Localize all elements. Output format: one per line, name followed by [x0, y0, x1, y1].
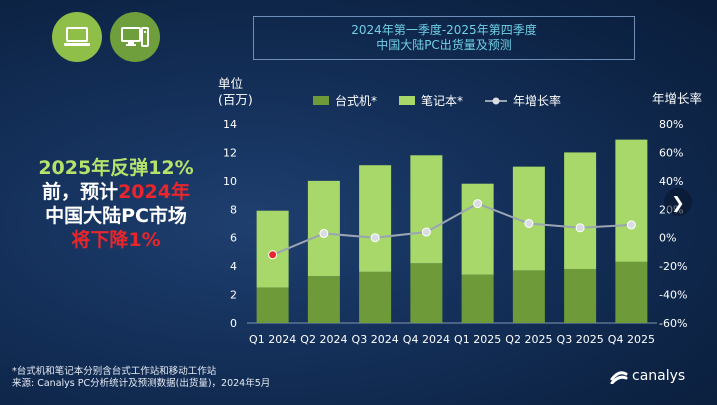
bar-notebook: [256, 210, 289, 288]
x-tick-label: Q2 2025: [505, 333, 552, 346]
footnote-line2: 来源: Canalys PC分析统计及预测数据(出货量)，2024年5月: [12, 378, 271, 389]
y2-tick-label: 0%: [659, 232, 676, 245]
callout-line2-prefix: 前，预计: [42, 181, 119, 203]
bar-notebook: [564, 152, 597, 269]
y-tick-label: 14: [223, 118, 237, 131]
legend-label-desktop: 台式机*: [335, 94, 378, 108]
y2-tick-label: -60%: [659, 317, 687, 330]
growth-point: [524, 219, 534, 228]
y-tick-label: 2: [230, 289, 237, 302]
y2-tick-label: 80%: [659, 118, 683, 131]
growth-line: [272, 202, 632, 256]
y2-tick-label: 40%: [659, 175, 683, 188]
footnote: *台式机和笔记本分别含台式工作站和移动工作站 来源: Canalys PC分析统…: [12, 366, 270, 390]
x-tick-label: Q3 2024: [352, 333, 399, 346]
bar-notebook: [359, 165, 392, 272]
unit-line2: (百万): [218, 92, 253, 107]
bar-notebook: [461, 183, 494, 275]
callout-line4: 将下降1%: [71, 229, 161, 251]
callout-line2-red: 2024年: [118, 181, 190, 203]
bar-desktop: [461, 274, 494, 323]
x-tick-label: Q4 2025: [608, 333, 655, 346]
legend-swatch-desktop: [313, 96, 329, 105]
legend-swatch-notebook: [399, 96, 416, 105]
growth-point: [626, 220, 636, 230]
legend-swatch-growth: [485, 97, 508, 104]
x-tick-label: Q1 2024: [249, 333, 296, 346]
y-tick-label: 6: [230, 232, 237, 245]
x-tick-label: Q3 2025: [557, 333, 604, 346]
growth-point-highlight: [268, 250, 278, 260]
desktop-icon: [110, 12, 160, 62]
x-tick-label: Q4 2024: [403, 333, 450, 346]
x-tick-label: Q2 2024: [300, 333, 347, 346]
y-tick-label: 12: [223, 146, 237, 159]
growth-point: [370, 233, 380, 243]
legend-item-growth: 年增长率: [485, 92, 561, 109]
legend-label-growth: 年增长率: [513, 94, 562, 108]
legend-label-notebook: 笔记本*: [421, 94, 464, 108]
chart-title-box: 2024年第一季度-2025年第四季度 中国大陆PC出货量及预测: [253, 16, 635, 60]
growth-point: [473, 199, 483, 209]
y-tick-label: 0: [230, 317, 237, 330]
y-axis-unit-label: 单位 (百万): [218, 76, 253, 108]
growth-point: [319, 228, 329, 238]
chart-title-line1: 2024年第一季度-2025年第四季度: [351, 23, 537, 37]
footnote-line1: *台式机和笔记本分别含台式工作站和移动工作站: [12, 366, 217, 377]
y2-tick-label: 60%: [659, 146, 683, 159]
canalys-logo-text: canalys: [632, 368, 686, 384]
y2-tick-label: -20%: [659, 260, 687, 273]
y-tick-label: 8: [230, 203, 237, 216]
unit-line1: 单位: [218, 76, 244, 91]
y-tick-label: 4: [230, 260, 237, 273]
headline-callout: 2025年反弹12% 前，预计2024年 中国大陆PC市场 将下降1%: [16, 156, 216, 252]
x-tick-label: Q1 2025: [454, 333, 501, 346]
right-axis-title: 年增长率: [652, 91, 703, 106]
chevron-right-icon: ❯: [671, 192, 685, 212]
next-slide-button[interactable]: ❯: [664, 188, 692, 216]
bar-desktop: [256, 287, 289, 323]
bar-desktop: [307, 276, 340, 323]
growth-point: [421, 227, 431, 237]
bar-desktop: [615, 261, 648, 323]
legend-item-notebook: 笔记本*: [399, 92, 463, 109]
chart-title-line2: 中国大陆PC出货量及预测: [376, 38, 512, 52]
laptop-icon: [52, 12, 102, 62]
callout-line3: 中国大陆PC市场: [45, 205, 187, 227]
bar-desktop: [564, 268, 597, 323]
callout-line2: 前，预计2024年: [16, 180, 216, 204]
bar-desktop: [359, 271, 392, 323]
bar-desktop: [512, 270, 545, 323]
callout-line1: 2025年反弹12%: [38, 157, 194, 179]
canalys-logo-icon: [610, 371, 628, 384]
bar-notebook: [307, 180, 340, 277]
bar-notebook: [410, 155, 443, 264]
bar-desktop: [410, 263, 443, 323]
y-tick-label: 10: [223, 175, 237, 188]
growth-point: [575, 223, 585, 233]
chart-legend: 台式机* 笔记本* 年增长率: [313, 92, 583, 109]
y2-tick-label: -40%: [659, 289, 687, 302]
bar-notebook: [615, 139, 648, 262]
canalys-logo: canalys: [610, 368, 685, 384]
legend-item-desktop: 台式机*: [313, 92, 377, 109]
